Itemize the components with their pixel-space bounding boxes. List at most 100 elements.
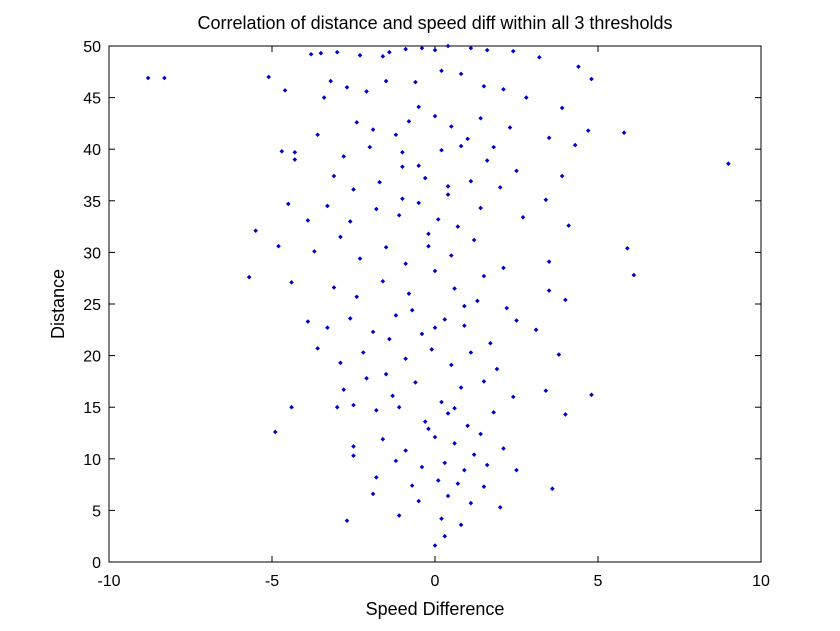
data-point bbox=[360, 350, 366, 355]
data-point bbox=[393, 313, 399, 318]
data-point bbox=[546, 288, 552, 293]
data-point bbox=[387, 336, 392, 342]
data-point bbox=[426, 426, 431, 432]
data-point bbox=[351, 402, 356, 408]
data-point bbox=[458, 385, 464, 390]
data-point bbox=[445, 43, 451, 49]
data-point bbox=[449, 362, 454, 368]
data-point bbox=[435, 478, 441, 483]
data-point bbox=[380, 54, 386, 59]
data-point bbox=[351, 187, 356, 192]
data-point bbox=[416, 104, 421, 110]
x-tick-label: 0 bbox=[431, 573, 440, 590]
data-point bbox=[435, 217, 441, 222]
data-point bbox=[380, 278, 386, 284]
data-point bbox=[589, 76, 594, 82]
data-point bbox=[403, 261, 408, 267]
data-point bbox=[484, 158, 490, 163]
y-tick-label: 35 bbox=[83, 194, 101, 211]
data-point bbox=[481, 83, 487, 89]
data-point bbox=[266, 74, 272, 80]
data-point bbox=[559, 173, 565, 179]
data-point bbox=[312, 249, 317, 254]
data-point bbox=[364, 89, 369, 94]
data-point bbox=[494, 366, 500, 372]
data-point bbox=[390, 393, 395, 399]
data-point bbox=[572, 142, 578, 148]
data-point bbox=[439, 147, 444, 153]
data-point bbox=[292, 157, 298, 162]
data-point bbox=[563, 412, 568, 417]
data-point bbox=[484, 47, 490, 53]
data-point bbox=[520, 215, 526, 220]
data-point bbox=[325, 325, 330, 331]
data-point bbox=[465, 423, 470, 429]
data-point bbox=[341, 154, 347, 159]
data-point bbox=[445, 493, 451, 499]
data-point bbox=[370, 329, 376, 335]
data-point bbox=[331, 173, 337, 179]
data-point bbox=[452, 286, 457, 291]
data-point bbox=[351, 444, 356, 449]
x-tick-label: -5 bbox=[265, 573, 279, 590]
data-point bbox=[452, 405, 457, 411]
data-point bbox=[409, 483, 415, 488]
data-point bbox=[445, 184, 451, 189]
data-point bbox=[445, 192, 451, 197]
data-point bbox=[462, 467, 467, 473]
data-point bbox=[491, 410, 496, 415]
y-tick-label: 20 bbox=[83, 349, 101, 366]
y-axis-label: Distance bbox=[48, 269, 68, 339]
data-point bbox=[432, 47, 438, 53]
data-point bbox=[439, 516, 444, 521]
y-tick-label: 40 bbox=[83, 142, 101, 159]
data-point bbox=[162, 75, 167, 81]
data-point bbox=[289, 280, 294, 285]
data-point bbox=[246, 274, 252, 280]
data-point bbox=[370, 491, 376, 497]
data-point bbox=[347, 316, 353, 321]
data-point bbox=[432, 113, 438, 119]
data-points bbox=[145, 43, 731, 548]
data-point bbox=[585, 128, 591, 133]
data-point bbox=[458, 71, 464, 77]
data-point bbox=[543, 388, 549, 393]
data-point bbox=[501, 265, 506, 271]
data-point bbox=[338, 360, 343, 366]
data-point bbox=[419, 464, 425, 470]
data-point bbox=[354, 294, 360, 300]
data-point bbox=[449, 253, 454, 258]
data-point bbox=[315, 132, 320, 138]
y-tick-label: 0 bbox=[92, 555, 101, 572]
x-tick-label: 5 bbox=[594, 573, 603, 590]
data-point bbox=[481, 379, 487, 384]
data-point bbox=[308, 51, 314, 57]
y-tick-label: 45 bbox=[83, 91, 101, 108]
data-point bbox=[439, 68, 444, 74]
data-point bbox=[471, 237, 477, 243]
data-point bbox=[497, 505, 503, 510]
data-point bbox=[471, 452, 477, 457]
data-point bbox=[465, 136, 470, 142]
data-point bbox=[413, 380, 418, 385]
data-point bbox=[367, 144, 373, 150]
data-point bbox=[253, 228, 258, 234]
data-point bbox=[354, 120, 360, 125]
data-point bbox=[468, 350, 474, 355]
data-point bbox=[334, 49, 340, 55]
data-point bbox=[478, 115, 483, 121]
data-point bbox=[409, 307, 415, 313]
data-point bbox=[416, 163, 421, 169]
x-tick-label: -10 bbox=[97, 573, 120, 590]
data-point bbox=[419, 45, 425, 51]
data-point bbox=[537, 55, 542, 60]
data-point bbox=[550, 486, 555, 492]
data-point bbox=[396, 212, 402, 218]
data-point bbox=[374, 475, 379, 480]
data-point bbox=[413, 79, 418, 85]
x-axis-ticks: -10 -5 0 5 10 bbox=[97, 46, 770, 590]
data-point bbox=[559, 105, 565, 111]
data-point bbox=[393, 132, 399, 138]
data-point bbox=[383, 371, 389, 377]
data-point bbox=[406, 119, 412, 124]
